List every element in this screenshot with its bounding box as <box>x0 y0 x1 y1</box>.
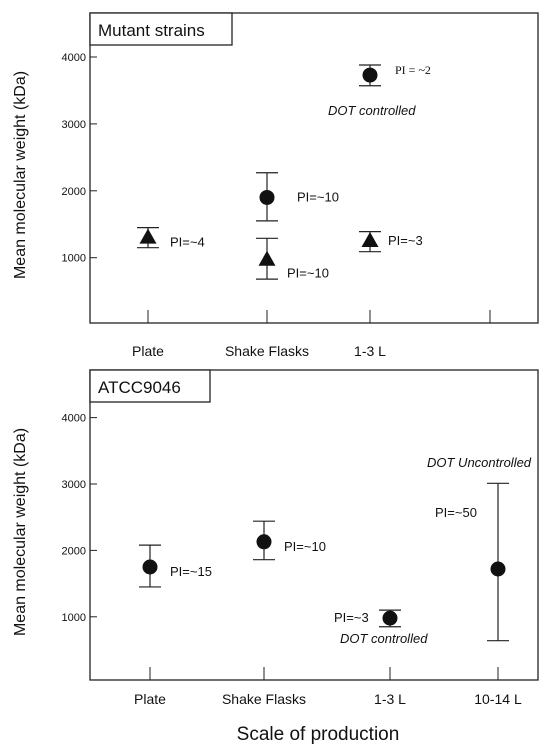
y-axis-label: Mean molecular weight (kDa) <box>12 71 29 279</box>
triangle-marker <box>139 228 157 244</box>
point-label: PI=~10 <box>284 539 326 554</box>
y-tick-label: 2000 <box>62 186 86 198</box>
title-box <box>89 369 211 403</box>
data-point-triangle: PI=~10 <box>256 237 329 281</box>
y-ticks: 1000 2000 3000 4000 <box>62 52 97 265</box>
annotation-dot-controlled: DOT controlled <box>340 631 428 646</box>
plot-frame <box>89 12 539 324</box>
x-tick-label: 1-3 L <box>354 343 386 359</box>
circle-marker <box>142 559 158 575</box>
x-ticks: Plate Shake Flasks 1-3 L 10-14 L <box>134 667 522 707</box>
point-label: PI=~15 <box>170 564 212 579</box>
triangle-marker <box>258 250 276 266</box>
shared-x-axis-label: Scale of production <box>237 724 400 745</box>
title-box <box>89 12 233 46</box>
data-point-circle: PI=~50 <box>435 482 509 642</box>
chart-title: Mutant strains <box>98 21 205 40</box>
chart-panel-atcc9046: ATCC9046 Mean molecular weight (kDa) 100… <box>12 369 539 707</box>
x-tick-label: Plate <box>132 343 164 359</box>
circle-marker <box>259 189 275 205</box>
data-point-triangle: PI=~3 <box>359 231 423 253</box>
point-label: PI = ~2 <box>395 63 431 77</box>
y-tick-label: 4000 <box>62 413 86 425</box>
y-tick-label: 1000 <box>62 253 86 265</box>
point-label: PI=~50 <box>435 505 477 520</box>
data-point-circle: PI = ~2 <box>359 63 431 87</box>
point-label: PI=~3 <box>334 610 369 625</box>
data-point-circle: PI=~10 <box>256 172 339 222</box>
circle-marker <box>362 67 378 83</box>
triangle-marker <box>361 231 379 247</box>
circle-marker <box>382 610 398 626</box>
y-tick-label: 4000 <box>62 52 86 64</box>
circle-marker <box>490 561 506 577</box>
annotation-dot-uncontrolled: DOT Uncontrolled <box>427 455 532 470</box>
y-tick-label: 1000 <box>62 612 86 624</box>
chart-panel-mutant-strains: Mutant strains Mean molecular weight (kD… <box>12 12 539 359</box>
x-tick-label: Shake Flasks <box>222 691 306 707</box>
data-points: PI=~15 PI=~10 PI=~3 PI=~50 <box>139 482 509 642</box>
y-ticks: 1000 2000 3000 4000 <box>62 413 97 624</box>
x-tick-label: 10-14 L <box>474 691 522 707</box>
y-axis-label: Mean molecular weight (kDa) <box>12 428 29 636</box>
chart-title: ATCC9046 <box>98 378 181 397</box>
circle-marker <box>256 534 272 550</box>
x-tick-label: Shake Flasks <box>225 343 309 359</box>
plot-frame <box>89 369 539 681</box>
point-label: PI=~3 <box>388 233 423 248</box>
point-label: PI=~10 <box>287 266 329 281</box>
data-point-circle: PI=~10 <box>253 520 326 561</box>
annotation-dot-controlled: DOT controlled <box>328 103 416 118</box>
x-tick-label: Plate <box>134 691 166 707</box>
data-points: PI=~4 PI=~10 PI=~10 PI=~3 PI = ~2 <box>137 63 431 281</box>
point-label: PI=~4 <box>170 235 205 250</box>
y-tick-label: 3000 <box>62 119 86 131</box>
data-point-triangle: PI=~4 <box>137 226 205 250</box>
point-label: PI=~10 <box>297 189 339 204</box>
x-tick-label: 1-3 L <box>374 691 406 707</box>
data-point-circle: PI=~3 <box>334 609 401 628</box>
x-ticks: Plate Shake Flasks 1-3 L <box>132 310 491 359</box>
y-tick-label: 3000 <box>62 479 86 491</box>
y-tick-label: 2000 <box>62 545 86 557</box>
data-point-circle: PI=~15 <box>139 544 212 588</box>
